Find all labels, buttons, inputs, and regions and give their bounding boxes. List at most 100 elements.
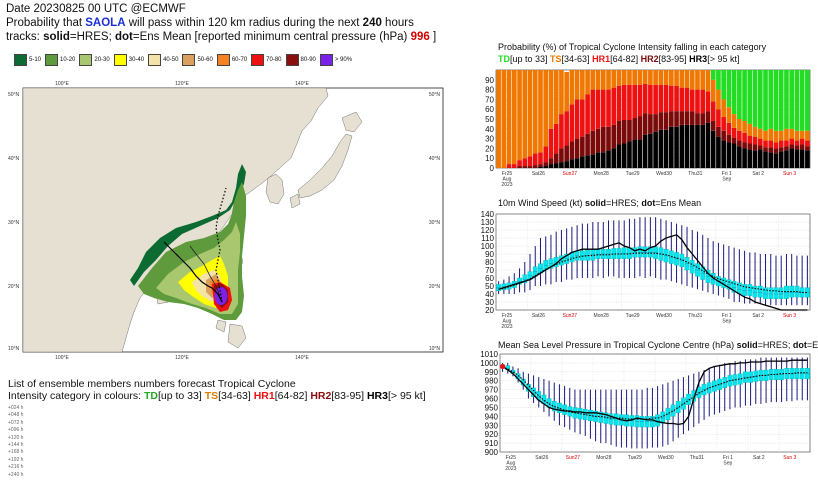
bar-ts <box>637 70 643 85</box>
y-tick-label: 120 <box>481 226 495 235</box>
tracks-dot: dot <box>114 31 133 43</box>
bar-hr1 <box>512 164 517 168</box>
bar-ts <box>574 70 580 100</box>
bar-hr1 <box>799 138 805 145</box>
x-tick-label: 2023 <box>501 324 512 330</box>
bar-hr3 <box>784 150 789 168</box>
x-tick-label: Fr25 <box>506 455 516 461</box>
prob-over-90 <box>214 287 228 305</box>
y-tick-label: 980 <box>485 377 499 386</box>
bar-hr3 <box>721 140 726 168</box>
ensemble-row: +216 h <box>8 464 26 471</box>
bar-td <box>799 70 805 131</box>
x-tick-label: Sun27 <box>563 171 578 177</box>
reported-pressure-marker <box>499 363 506 370</box>
y-tick-label: 960 <box>485 395 499 404</box>
header-prob-mid: will pass within 120 km radius during th… <box>125 17 363 29</box>
bar-hr1 <box>763 140 768 148</box>
bar-hr3 <box>595 152 601 168</box>
box-iqr <box>522 274 528 283</box>
bar-ts <box>689 70 695 90</box>
x-tick-label: Sep <box>722 177 731 183</box>
y-tick-label: 920 <box>485 430 499 439</box>
ensemble-lead-time: +168 h <box>8 449 24 456</box>
bar-hr1 <box>595 89 601 129</box>
y-tick-label: 50 <box>485 115 494 124</box>
bar-hr3 <box>757 149 763 168</box>
bar-hr1 <box>553 123 559 154</box>
bar-hr2 <box>616 120 622 145</box>
bar-hr3 <box>684 124 690 168</box>
intensity-legend-name: HR2 <box>640 54 659 64</box>
bar-hr2 <box>621 119 627 144</box>
bar-hr1 <box>506 164 512 168</box>
x-tick-label: Fr25 <box>502 313 513 319</box>
bar-hr1 <box>710 101 716 121</box>
secondary-track <box>189 245 221 297</box>
bar-hr3 <box>674 126 679 168</box>
bar-td <box>778 70 784 131</box>
bar-hr3 <box>569 159 575 168</box>
legend-swatch <box>148 54 162 66</box>
bar-ts <box>496 70 501 168</box>
bar-ts <box>627 70 632 85</box>
bar-hr1 <box>648 84 653 115</box>
bar-hr1 <box>637 84 643 117</box>
bar-hr1 <box>621 84 627 120</box>
lat-label-left: 10°N <box>8 346 20 352</box>
y-tick-label: 940 <box>485 412 499 421</box>
x-tick-label: Fri 1 <box>722 171 732 177</box>
intensity-legend-range: [> 95 kt] <box>707 54 740 64</box>
bar-hr1 <box>721 117 726 131</box>
bar-hr2 <box>726 134 732 143</box>
bar-hr3 <box>679 124 685 168</box>
ensemble-lead-time: +120 h <box>8 434 24 441</box>
y-tick-label: 80 <box>485 258 494 267</box>
legend-label: 70-80 <box>266 57 282 63</box>
bar-ts <box>621 70 627 85</box>
y-tick-label: 10 <box>485 154 494 163</box>
x-tick-label: Thu31 <box>688 171 702 177</box>
x-tick-label: Sep <box>722 319 731 325</box>
legend-label: 20-30 <box>94 57 110 63</box>
bar-hr3 <box>695 124 700 168</box>
ensemble-row: +120 h <box>8 435 26 442</box>
y-tick-label: 970 <box>485 386 499 395</box>
pressure-title-solid: solid <box>736 340 758 350</box>
ensemble-row: +048 h <box>8 412 26 419</box>
intensity-legend-range: [83-95] <box>658 54 690 64</box>
ensemble-category-item: HR1[64-82] <box>254 390 311 402</box>
ensemble-category-legend: Intensity category in colours: TD[up to … <box>8 390 426 402</box>
legend-label: 50-60 <box>197 57 213 63</box>
bar-hr1 <box>585 94 590 134</box>
bar-hr2 <box>538 164 543 168</box>
legend-label: 5-10 <box>29 57 42 63</box>
intensity-legend-name: HR3 <box>689 54 708 64</box>
y-tick-label: 80 <box>485 86 494 95</box>
ensemble-row: +168 h <box>8 449 26 456</box>
legend-swatch <box>14 54 27 66</box>
bar-hr3 <box>773 153 779 168</box>
bar-ts <box>527 70 533 157</box>
bar-hr2 <box>721 130 726 141</box>
bar-hr2 <box>658 112 664 130</box>
wind-title-dot: dot <box>641 198 656 208</box>
intensity-legend-range: [64-82] <box>610 54 641 64</box>
box-iqr <box>642 246 648 258</box>
bar-ts <box>512 70 517 165</box>
legend-swatch <box>216 54 230 66</box>
pressure-chart-title: Mean Sea Level Pressure in Tropical Cycl… <box>498 340 818 350</box>
bar-ts <box>752 126 758 137</box>
tracks-hres: =HRES; <box>69 31 115 43</box>
y-tick-label: 930 <box>485 421 499 430</box>
x-tick-label: Sun27 <box>566 455 581 461</box>
bar-hr3 <box>648 133 653 168</box>
x-tick-label: Tue29 <box>628 455 642 461</box>
box-iqr <box>585 249 590 261</box>
storm-name: SAOLA <box>85 17 126 29</box>
header-tracks-line: tracks: solid=HRES; dot=Ens Mean [report… <box>6 31 436 43</box>
bar-hr2 <box>674 111 679 127</box>
bar-hr1 <box>574 99 580 139</box>
